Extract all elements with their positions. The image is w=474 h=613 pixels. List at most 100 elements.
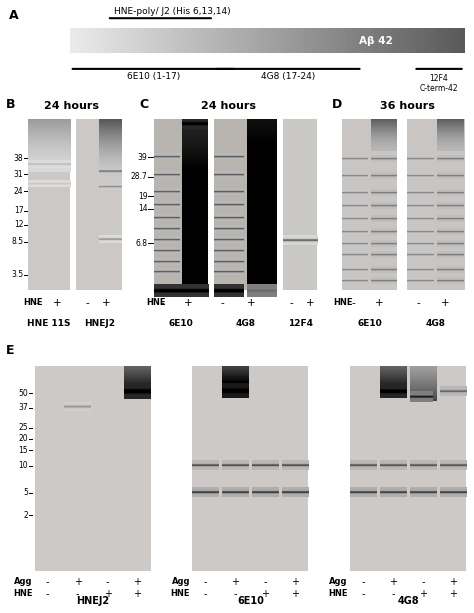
Bar [28,119,70,291]
Text: Agg: Agg [14,577,32,587]
Text: 37: 37 [18,403,28,412]
Bar [214,115,277,291]
Text: -: - [46,577,49,587]
Text: +: + [53,298,61,308]
Text: -: - [264,577,267,587]
Bar [76,119,122,291]
Text: Aβ 42: Aβ 42 [359,36,393,46]
Text: 15: 15 [18,446,28,455]
Text: 4G8: 4G8 [397,596,419,606]
Text: -: - [85,298,89,308]
Text: +: + [73,577,82,587]
Text: 3.5: 3.5 [11,270,24,280]
Text: +: + [292,590,300,600]
Text: +: + [247,298,255,308]
Text: 2: 2 [23,511,28,520]
Text: -: - [220,298,224,308]
Text: +: + [102,298,111,308]
Text: E: E [6,344,15,357]
Text: 6E10: 6E10 [357,319,382,329]
Text: HNE: HNE [13,590,32,598]
Text: +: + [134,590,142,600]
Text: HNE: HNE [328,590,348,598]
Text: 4G8 (17-24): 4G8 (17-24) [261,72,315,81]
Text: 6E10: 6E10 [237,596,264,606]
Bar [154,115,209,291]
Text: +: + [441,298,450,308]
Text: +: + [389,577,397,587]
Text: 12F4
C-term-42: 12F4 C-term-42 [420,74,458,93]
Text: 20: 20 [18,434,28,443]
Text: +: + [184,298,193,308]
Text: Agg: Agg [172,577,190,587]
Text: Agg: Agg [329,577,348,587]
Text: 4G8: 4G8 [236,319,255,329]
Text: HNE: HNE [334,298,353,307]
Text: 6E10: 6E10 [169,319,193,329]
Bar [407,115,465,291]
Text: 6E10 (1-17): 6E10 (1-17) [127,72,180,81]
Text: HNE: HNE [23,298,42,307]
Text: HNE: HNE [146,298,166,307]
Text: +: + [306,298,314,308]
Text: 50: 50 [18,389,28,398]
Text: -: - [204,577,207,587]
Text: 10: 10 [18,462,28,470]
Text: 14: 14 [138,204,147,213]
Text: +: + [419,590,427,600]
Text: -: - [204,590,207,600]
Text: +: + [261,590,269,600]
Text: -: - [46,590,49,600]
Text: 12F4: 12F4 [288,319,312,329]
Text: 38: 38 [14,154,24,163]
Text: 12: 12 [14,221,24,229]
Text: HNE 11S: HNE 11S [27,319,71,329]
Text: 4G8: 4G8 [426,319,446,329]
Text: HNEJ2: HNEJ2 [84,319,115,329]
Text: 36 hours: 36 hours [380,101,435,112]
Text: 24 hours: 24 hours [44,101,99,112]
Text: -: - [421,577,425,587]
Text: +: + [231,577,239,587]
Text: 28.7: 28.7 [131,172,147,181]
Text: HNEJ2: HNEJ2 [76,596,109,606]
Text: C: C [139,98,148,112]
Text: -: - [362,577,365,587]
Text: -: - [76,590,79,600]
Text: 39: 39 [138,153,147,162]
Text: +: + [375,298,383,308]
Text: B: B [6,98,16,112]
Text: +: + [449,577,457,587]
Text: 6.8: 6.8 [136,238,147,248]
Text: 8.5: 8.5 [11,237,24,246]
Bar [283,115,317,291]
Text: HNE-poly/ J2 (His 6,13,14): HNE-poly/ J2 (His 6,13,14) [114,7,230,16]
Bar [35,358,151,571]
Text: -: - [392,590,395,600]
Text: -: - [36,298,39,308]
Text: -: - [106,577,109,587]
Bar [350,358,466,571]
Text: -: - [160,298,164,308]
Text: +: + [134,577,142,587]
Text: -: - [351,298,355,308]
Text: HNE: HNE [171,590,190,598]
Text: 31: 31 [14,170,24,178]
Text: +: + [103,590,111,600]
Bar [342,115,397,291]
Text: 19: 19 [138,191,147,200]
Text: -: - [289,298,293,308]
Text: 5: 5 [23,489,28,497]
Text: -: - [234,590,237,600]
Text: 24 hours: 24 hours [201,101,256,112]
Text: +: + [292,577,300,587]
Text: -: - [416,298,420,308]
Text: +: + [449,590,457,600]
Bar [192,358,309,571]
Text: D: D [332,98,343,112]
Text: 25: 25 [18,423,28,432]
Text: -: - [362,590,365,600]
Text: 24: 24 [14,187,24,196]
Text: A: A [9,9,19,21]
Text: 17: 17 [14,206,24,215]
